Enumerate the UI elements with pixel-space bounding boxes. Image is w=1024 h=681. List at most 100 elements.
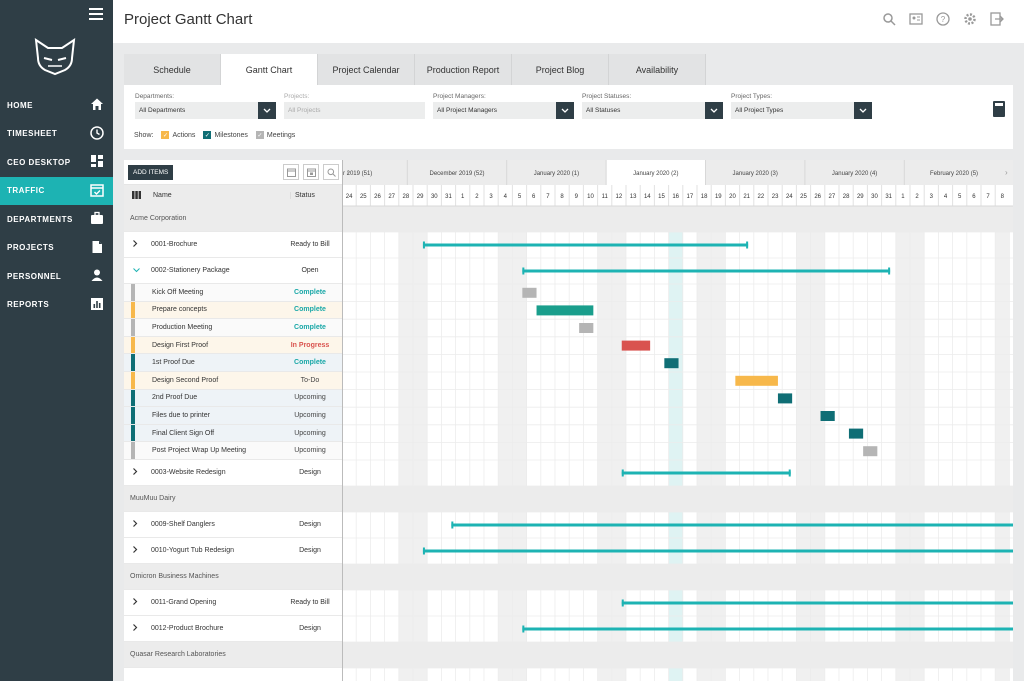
client-group-row: Quasar Research Laboratories xyxy=(124,642,342,668)
task-row[interactable]: Production Meeting Complete xyxy=(124,319,342,337)
task-row[interactable]: 2nd Proof Due Upcoming xyxy=(124,389,342,408)
chevron-down-icon[interactable] xyxy=(133,266,141,275)
weekend-column xyxy=(995,185,1010,681)
tab-project-calendar[interactable]: Project Calendar xyxy=(318,54,415,85)
briefcase-icon xyxy=(90,211,104,227)
status-badge: Upcoming xyxy=(294,411,326,419)
tab-bar: Schedule Gantt Chart Project Calendar Produ… xyxy=(124,54,706,85)
week-label: January 2020 (4) xyxy=(832,171,877,177)
chevron-right-icon[interactable] xyxy=(133,546,141,555)
chevron-right-icon[interactable]: › xyxy=(1005,168,1008,177)
calendar-icon[interactable] xyxy=(283,164,299,180)
task-row[interactable]: Prepare concepts Complete xyxy=(124,301,342,320)
sidebar-item-traffic[interactable]: TRAFFIC xyxy=(0,176,113,205)
chevron-right-icon[interactable] xyxy=(133,520,141,529)
status-badge: Design xyxy=(299,625,321,632)
task-bar xyxy=(820,411,835,421)
day-label: 27 xyxy=(829,194,836,200)
sidebar-item-home[interactable]: HOME xyxy=(0,91,113,120)
sidebar-item-timesheet[interactable]: TIMESHEET xyxy=(0,120,113,149)
weekend-column xyxy=(597,185,612,681)
managers-select[interactable]: All Project Managers xyxy=(433,102,574,119)
tab-production-report[interactable]: Production Report xyxy=(415,54,512,85)
gear-icon[interactable] xyxy=(963,12,977,31)
project-row[interactable]: 0002-Stationery Package Open xyxy=(124,258,342,284)
chevron-down-icon[interactable] xyxy=(705,102,723,119)
status-badge: To-Do xyxy=(300,376,320,384)
status-badge: Complete xyxy=(294,306,326,314)
chevron-down-icon[interactable] xyxy=(258,102,276,119)
task-type-strip xyxy=(131,389,135,407)
logout-icon[interactable] xyxy=(990,12,1004,31)
sidebar-item-reports[interactable]: REPORTS xyxy=(0,291,113,320)
zoom-icon[interactable] xyxy=(323,164,339,180)
day-label: 5 xyxy=(518,194,522,200)
day-label: 24 xyxy=(346,194,353,200)
chevron-right-icon[interactable] xyxy=(133,240,141,249)
task-row[interactable]: Kick Off Meeting Complete xyxy=(124,284,342,302)
calendar-today-icon[interactable] xyxy=(303,164,319,180)
day-label: 16 xyxy=(672,194,679,200)
tab-schedule[interactable]: Schedule xyxy=(124,54,221,85)
task-name: 2nd Proof Due xyxy=(152,394,198,402)
task-row[interactable]: Design Second Proof To-Do xyxy=(124,372,342,390)
managers-value: All Project Managers xyxy=(437,107,497,114)
weekend-column xyxy=(413,185,428,681)
tab-availability[interactable]: Availability xyxy=(609,54,706,85)
name-column-header[interactable]: Name xyxy=(153,192,172,199)
milestones-checkbox[interactable]: ✓ xyxy=(203,131,212,139)
project-row[interactable]: 0010-Yogurt Tub Redesign Design xyxy=(124,538,342,564)
project-row[interactable]: 0003-Website Redesign Design xyxy=(124,460,342,486)
help-icon[interactable]: ? xyxy=(936,12,950,31)
projects-select[interactable]: All Projects xyxy=(284,102,425,119)
chevron-down-icon[interactable] xyxy=(854,102,872,119)
task-row[interactable]: Design First Proof In Progress xyxy=(124,336,342,355)
chevron-right-icon[interactable] xyxy=(133,598,141,607)
task-row[interactable]: Files due to printer Upcoming xyxy=(124,407,342,425)
add-items-button[interactable]: ADD ITEMS xyxy=(128,165,174,180)
task-row[interactable]: Final Client Sign Off Upcoming xyxy=(124,424,342,443)
day-label: 6 xyxy=(532,194,536,200)
tab-project-blog[interactable]: Project Blog xyxy=(512,54,609,85)
book-icon[interactable] xyxy=(993,101,1005,122)
day-label: 25 xyxy=(360,194,367,200)
project-name: 0011-Grand Opening xyxy=(151,599,217,606)
chevron-down-icon[interactable] xyxy=(556,102,574,119)
projects-filter: Projects: All Projects xyxy=(284,93,425,119)
sidebar-item-projects[interactable]: PROJECTS xyxy=(0,234,113,263)
hamburger-menu-icon[interactable] xyxy=(89,8,103,23)
project-row[interactable]: 0009-Shelf Danglers Design xyxy=(124,512,342,538)
sidebar: HOME TIMESHEET CEO DESKTOP TRAFFIC DEPARTMEN… xyxy=(0,0,113,681)
departments-select[interactable]: All Departments xyxy=(135,102,276,119)
task-bar xyxy=(735,375,778,386)
person-icon xyxy=(90,268,104,284)
project-row[interactable]: 0001-Brochure Ready to Bill xyxy=(124,232,342,258)
search-icon[interactable] xyxy=(882,12,896,31)
columns-icon[interactable] xyxy=(132,190,141,201)
meetings-checkbox[interactable]: ✓ xyxy=(255,131,264,139)
types-select[interactable]: All Project Types xyxy=(731,102,872,119)
contact-card-icon[interactable] xyxy=(909,12,923,31)
chevron-right-icon[interactable] xyxy=(133,624,141,633)
task-name: Design Second Proof xyxy=(152,376,219,384)
project-row[interactable]: 0012-Product Brochure Design xyxy=(124,616,342,642)
cat-logo-icon xyxy=(32,36,78,81)
actions-checkbox[interactable]: ✓ xyxy=(161,131,170,139)
week-label: February 2020 (5) xyxy=(930,171,978,177)
task-row[interactable]: 1st Proof Due Complete xyxy=(124,354,342,372)
sidebar-item-departments[interactable]: DEPARTMENTS xyxy=(0,205,113,234)
sidebar-item-ceo-desktop[interactable]: CEO DESKTOP xyxy=(0,148,113,177)
chevron-left-icon[interactable]: ‹ xyxy=(347,168,350,177)
managers-label: Project Managers: xyxy=(433,93,486,100)
gantt-timeline: r 2019 (51) December 2019 (52) January 202… xyxy=(342,160,1013,681)
tab-gantt-chart[interactable]: Gantt Chart xyxy=(221,54,318,85)
statuses-select[interactable]: All Statuses xyxy=(582,102,723,119)
status-column-header[interactable]: Status xyxy=(290,192,342,199)
status-badge: Upcoming xyxy=(294,447,326,455)
project-row[interactable]: 0011-Grand Opening Ready to Bill xyxy=(124,590,342,616)
chevron-right-icon[interactable] xyxy=(133,468,141,477)
sidebar-item-personnel[interactable]: PERSONNEL xyxy=(0,262,113,291)
day-label: 1 xyxy=(461,194,465,200)
group-band xyxy=(343,206,1013,232)
task-row[interactable]: Post Project Wrap Up Meeting Upcoming xyxy=(124,442,342,460)
